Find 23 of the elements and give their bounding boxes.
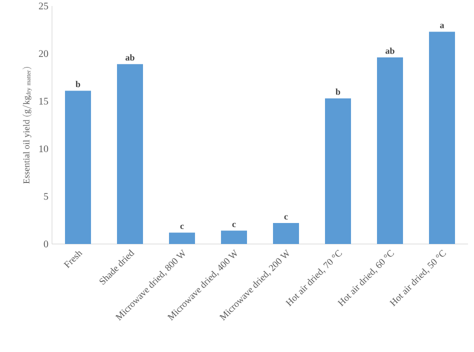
bar [325, 98, 351, 244]
y-axis-title: $\mathrm{Essential\ oil\ yield\ (g/kg_{dry\ matter})}$ [22, 67, 32, 184]
bar [169, 232, 195, 244]
y-tick-label: 20 [38, 50, 48, 57]
y-tick-label: 15 [39, 98, 48, 105]
bar [65, 90, 91, 244]
bar [117, 64, 143, 244]
y-tick-label: 5 [44, 193, 48, 200]
annotation: c [180, 224, 184, 230]
y-tick-label: 25 [38, 2, 48, 10]
y-tick-label: 10 [39, 145, 48, 152]
bar [429, 32, 455, 244]
annotation: ab [386, 48, 394, 54]
annotation: a [440, 24, 444, 28]
bar [377, 57, 403, 244]
bar [221, 230, 247, 244]
bar [273, 223, 299, 244]
annotation: c [232, 222, 236, 228]
y-tick-label: 0 [44, 240, 48, 248]
annotation: b [336, 88, 340, 95]
annotation: b [76, 80, 80, 88]
annotation: ab [126, 54, 134, 61]
annotation: c [284, 215, 288, 220]
